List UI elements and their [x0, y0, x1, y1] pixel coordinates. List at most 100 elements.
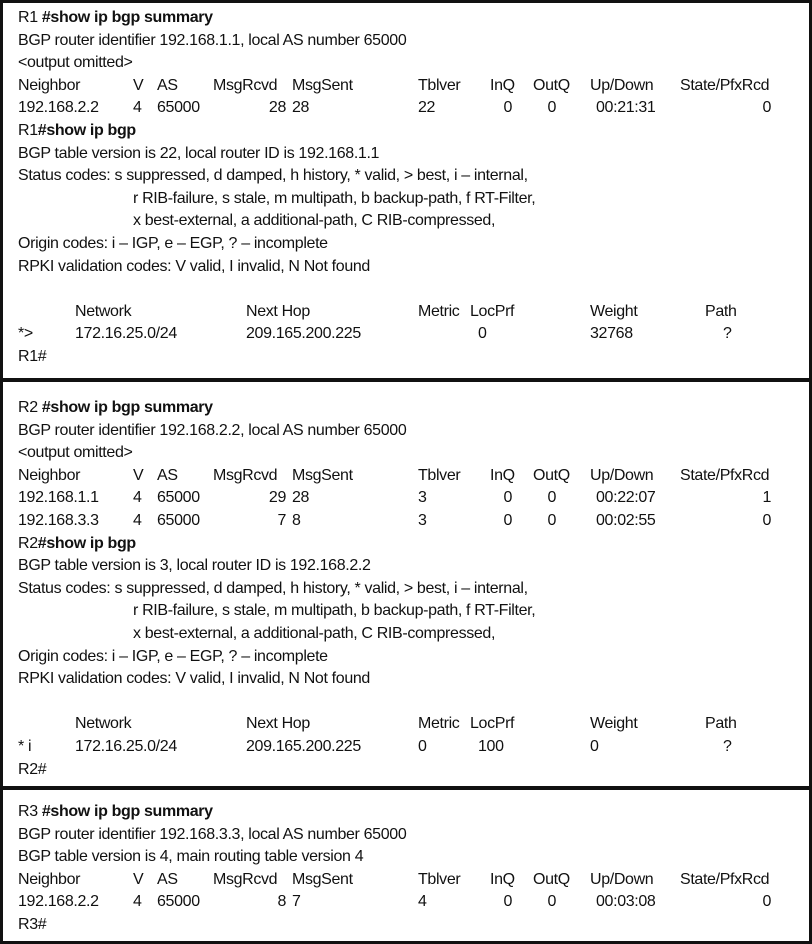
- status-codes-line: r RIB-failure, s stale, m multipath, b b…: [0, 600, 812, 623]
- end-prompt: R3#: [0, 914, 812, 937]
- route-row: * i 172.16.25.0/24 209.165.200.225 0 100 0?: [0, 736, 812, 759]
- summary-header-cell: OutQ: [533, 466, 570, 484]
- neighbor-cell: 0: [762, 511, 771, 529]
- r1-output-section: R1 #show ip bgp summary BGP router identi…: [0, 7, 812, 369]
- status-codes-line: r RIB-failure, s stale, m multipath, b b…: [0, 188, 812, 211]
- route-cell: ?: [723, 325, 732, 343]
- route-header-cell: Weight: [590, 715, 638, 733]
- route-header-row: Network Next Hop Metric LocPrf Weight Path: [0, 713, 812, 736]
- command-text: #show ip bgp summary: [41, 399, 213, 416]
- summary-header-cell: V: [133, 466, 144, 484]
- summary-header-cell: InQ: [490, 76, 515, 94]
- status-codes-line-text: r RIB-failure, s stale, m multipath, b b…: [133, 602, 536, 620]
- origin-codes-line-text: Origin codes: i – IGP, e – EGP, ? – inco…: [18, 234, 328, 252]
- command-text: #show ip bgp: [37, 121, 136, 139]
- neighbor-cell: 0: [503, 893, 512, 911]
- neighbor-cell: 0: [762, 893, 771, 911]
- neighbor-cell: 192.168.2.2: [18, 893, 99, 911]
- neighbor-cell: 4: [133, 893, 142, 911]
- route-cell: 0: [478, 325, 487, 343]
- route-header-cell: Path: [705, 302, 737, 320]
- status-codes-line-text: x best-external, a additional-path, C RI…: [133, 212, 496, 230]
- router-prompt: R2: [18, 534, 38, 552]
- route-cell: 209.165.200.225: [246, 325, 361, 343]
- summary-header-cell: AS: [157, 76, 178, 94]
- route-cell: * i: [18, 737, 32, 755]
- neighbor-cell: 0: [547, 511, 556, 529]
- summary-header-cell: MsgRcvd: [213, 76, 278, 94]
- info-line: BGP table version is 4, main routing tab…: [0, 846, 812, 869]
- summary-header-cell: Up/Down: [590, 466, 654, 484]
- neighbor-cell: 65000: [157, 489, 200, 507]
- status-codes-line-text: x best-external, a additional-path, C RI…: [133, 624, 496, 642]
- neighbor-cell: 1: [762, 489, 771, 507]
- summary-header-row: Neighbor V AS MsgRcvd MsgSent Tblver InQ OutQ Up…: [0, 465, 812, 488]
- rpki-codes-line-text: RPKI validation codes: V valid, I invali…: [18, 257, 370, 275]
- summary-header-cell: State/PfxRcd: [680, 870, 770, 888]
- neighbor-row: 192.168.1.1 4 65000 29 28 3 0 0 00:22:07 1: [0, 487, 812, 510]
- summary-header-cell: MsgSent: [292, 870, 353, 888]
- identifier-line: BGP router identifier 192.168.2.2, local…: [0, 420, 812, 443]
- route-header-cell: LocPrf: [470, 715, 515, 733]
- neighbor-cell: 8: [277, 893, 286, 911]
- command-text: #show ip bgp summary: [41, 803, 213, 820]
- origin-codes-line: Origin codes: i – IGP, e – EGP, ? – inco…: [0, 646, 812, 669]
- end-prompt: R1#: [0, 346, 812, 369]
- route-cell: 0: [590, 737, 599, 755]
- command-prompt-line: R3 #show ip bgp summary: [18, 801, 213, 824]
- summary-header-row: Neighbor V AS MsgRcvd MsgSent Tblver InQ OutQ Up…: [0, 75, 812, 98]
- summary-header-cell: MsgRcvd: [213, 466, 278, 484]
- neighbor-cell: 4: [133, 489, 142, 507]
- route-row: *> 172.16.25.0/24 209.165.200.225 0 32768?: [0, 323, 812, 346]
- neighbor-cell: 3: [418, 511, 427, 529]
- neighbor-cell: 8: [292, 511, 301, 529]
- command-prompt-line: R1 #show ip bgp summary: [18, 7, 213, 30]
- blank-line: [0, 691, 812, 714]
- route-header-cell: Next Hop: [246, 302, 310, 320]
- route-cell: 172.16.25.0/24: [75, 737, 177, 755]
- route-header-cell: Metric: [418, 715, 460, 733]
- status-codes-line: Status codes: s suppressed, d damped, h …: [0, 578, 812, 601]
- rpki-codes-line: RPKI validation codes: V valid, I invali…: [0, 668, 812, 691]
- end-prompt-text: R1#: [18, 347, 47, 365]
- neighbor-cell: 0: [547, 99, 556, 117]
- summary-header-cell: State/PfxRcd: [680, 466, 770, 484]
- summary-header-cell: AS: [157, 466, 178, 484]
- end-prompt: R2#: [0, 759, 812, 782]
- summary-header-cell: Neighbor: [18, 76, 81, 94]
- route-header-row: Network Next Hop Metric LocPrf Weight Path: [0, 301, 812, 324]
- summary-header-cell: Tblver: [418, 466, 461, 484]
- neighbor-cell: 65000: [157, 99, 200, 117]
- r3-output-section: R3 #show ip bgp summary BGP router identi…: [0, 801, 812, 937]
- neighbor-row: 192.168.3.3 4 65000 7 8 3 0 0 00:02:55 0: [0, 510, 812, 533]
- summary-header-cell: Neighbor: [18, 870, 81, 888]
- end-prompt-text: R3#: [18, 915, 47, 933]
- status-codes-line: x best-external, a additional-path, C RI…: [0, 210, 812, 233]
- summary-header-cell: AS: [157, 870, 178, 888]
- status-codes-line-text: Status codes: s suppressed, d damped, h …: [18, 579, 528, 597]
- rpki-codes-line: RPKI validation codes: V valid, I invali…: [0, 256, 812, 279]
- summary-header-cell: InQ: [490, 466, 515, 484]
- status-codes-line-text: Status codes: s suppressed, d damped, h …: [18, 167, 528, 185]
- status-codes-line: x best-external, a additional-path, C RI…: [0, 623, 812, 646]
- neighbor-cell: 192.168.1.1: [18, 489, 99, 507]
- blank-line: [0, 278, 812, 301]
- neighbor-cell: 28: [268, 99, 286, 117]
- summary-header-cell: OutQ: [533, 76, 570, 94]
- summary-header-cell: InQ: [490, 870, 515, 888]
- origin-codes-line-text: Origin codes: i – IGP, e – EGP, ? – inco…: [18, 647, 328, 665]
- route-header-cell: Network: [75, 715, 132, 733]
- status-codes-line: Status codes: s suppressed, d damped, h …: [0, 165, 812, 188]
- neighbor-cell: 00:02:55: [596, 511, 656, 529]
- neighbor-cell: 192.168.2.2: [18, 99, 99, 117]
- info-line: <output omitted>: [0, 52, 812, 75]
- neighbor-cell: 00:03:08: [596, 893, 656, 911]
- neighbor-cell: 192.168.3.3: [18, 511, 99, 529]
- command-line: R3 #show ip bgp summary: [0, 801, 812, 824]
- command-prompt-line: R2#show ip bgp: [18, 533, 136, 556]
- summary-header-cell: Tblver: [418, 870, 461, 888]
- command-line: R2#show ip bgp: [0, 533, 812, 556]
- neighbor-cell: 28: [292, 489, 310, 507]
- router-prompt: R3: [18, 803, 42, 820]
